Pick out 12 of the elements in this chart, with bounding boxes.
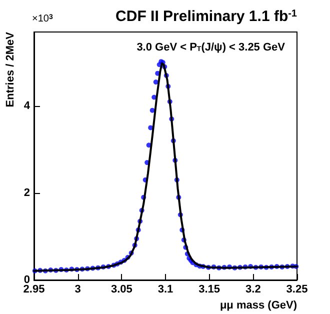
y-tick-label: 4 (24, 100, 31, 112)
y-axis-title: Entries / 2MeV (4, 31, 16, 108)
x-tick-label: 2.95 (23, 284, 45, 296)
x-tick-label: 3.15 (198, 284, 220, 296)
y-tick-label: 0 (24, 274, 30, 286)
x-tick-label: 3.1 (158, 284, 174, 296)
y-tick-label: 2 (24, 186, 30, 199)
x-axis-title: μμ mass (GeV) (220, 300, 298, 312)
x-tick-label: 3 (74, 284, 81, 296)
x-tick-label: 3.25 (286, 284, 308, 296)
x-tick-label: 3.05 (110, 284, 132, 296)
x-tick-label: 3.2 (246, 284, 261, 296)
